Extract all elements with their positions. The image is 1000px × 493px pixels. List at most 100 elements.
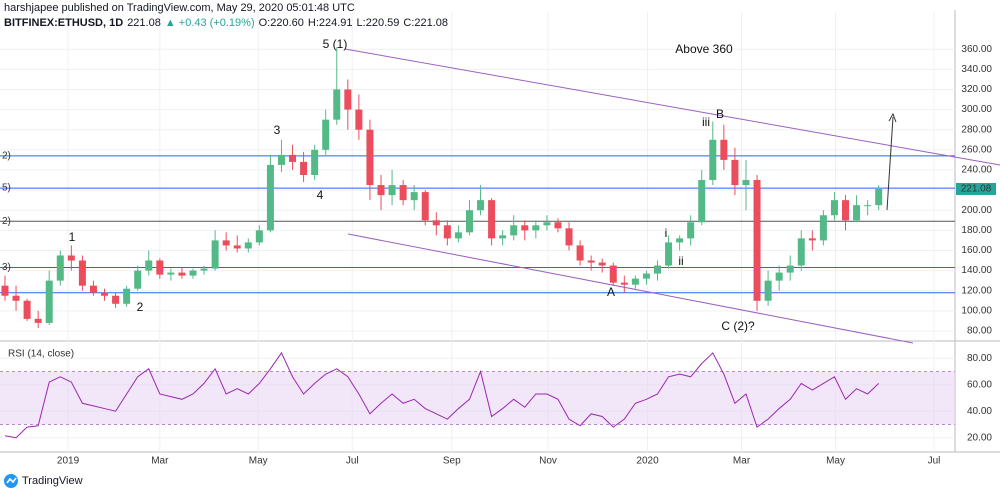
candle-body — [786, 265, 794, 273]
candle-body — [875, 188, 883, 206]
candle-body — [421, 192, 429, 221]
logo — [4, 474, 18, 488]
y-tick-label: 160.00 — [961, 245, 992, 256]
candle-body — [443, 225, 451, 239]
y-tick-label: 240.00 — [961, 165, 992, 176]
wave-label: B — [716, 107, 724, 121]
wave-label: 3 — [274, 123, 281, 137]
candle-body — [808, 238, 816, 241]
x-tick-label: 2020 — [636, 456, 659, 467]
candle-body — [300, 161, 308, 175]
candle-body — [12, 295, 20, 301]
channel-lower — [347, 233, 914, 344]
candle-body — [56, 255, 64, 281]
low: L:220.59 — [356, 17, 400, 29]
wave-label: C (2)? — [721, 319, 755, 333]
y-tick-label: 120.00 — [961, 285, 992, 296]
x-tick-label: May — [826, 456, 845, 467]
candle-body — [399, 185, 407, 201]
candle-body — [598, 262, 606, 266]
candle-body — [521, 225, 529, 231]
candle-body — [178, 272, 186, 276]
wave-label: 1 — [69, 230, 76, 244]
candle-body — [333, 89, 341, 120]
candle-body — [134, 270, 142, 289]
candle-body — [554, 222, 562, 229]
candle-body — [676, 238, 684, 243]
candle-body — [101, 292, 109, 296]
candle-body — [145, 260, 153, 271]
last: 221.08 — [127, 17, 161, 29]
candle-body — [620, 282, 628, 285]
x-tick-label: 2019 — [57, 456, 80, 467]
y-tick-label: 280.00 — [961, 124, 992, 135]
candle-body — [864, 205, 872, 207]
candle-body — [344, 89, 352, 110]
candle-body — [23, 300, 31, 319]
y-tick-label: 20.00 — [967, 432, 992, 443]
candle-body — [255, 230, 263, 243]
candle-body — [322, 119, 330, 150]
last-price-label: 221.08 — [961, 184, 992, 195]
wave-label: 5 (1) — [323, 37, 348, 51]
candle-body — [45, 280, 53, 323]
y-tick-label: 60.00 — [967, 379, 992, 390]
candle-body — [687, 222, 695, 239]
candle-body — [775, 272, 783, 281]
candle-body — [797, 238, 805, 266]
candle-body — [311, 149, 319, 175]
candle-body — [709, 139, 717, 181]
candle-body — [277, 154, 285, 165]
candle-body — [289, 154, 297, 162]
candle-body — [355, 109, 363, 130]
candle-body — [112, 295, 120, 304]
level-label: 5) — [2, 183, 11, 194]
candle-body — [432, 220, 440, 226]
x-tick-label: Sep — [443, 456, 461, 467]
y-tick-label: 40.00 — [967, 406, 992, 417]
close: C:221.08 — [403, 17, 449, 29]
level-label: 3) — [2, 262, 11, 273]
candle-body — [34, 318, 42, 323]
candle-body — [233, 245, 241, 249]
candle-body — [499, 235, 507, 239]
x-tick-label: Jul — [346, 456, 359, 467]
candle-body — [477, 200, 485, 211]
candle-body — [665, 242, 673, 266]
candle-body — [853, 205, 861, 221]
wave-label: iii — [702, 115, 710, 129]
wave-label: i — [665, 226, 668, 240]
rsi-title: RSI (14, close) — [8, 349, 74, 360]
high: H:224.91 — [307, 17, 353, 29]
y-tick-label: 100.00 — [961, 305, 992, 316]
candle-body — [510, 225, 518, 236]
x-tick-label: Jul — [928, 456, 941, 467]
candle-body — [388, 185, 396, 196]
candle-body — [576, 245, 584, 261]
candle-body — [222, 240, 230, 246]
candle-body — [211, 240, 219, 269]
y-tick-label: 260.00 — [961, 144, 992, 155]
candle-body — [377, 185, 385, 196]
candle-body — [532, 225, 540, 231]
x-tick-label: Mar — [151, 456, 169, 467]
candle-body — [244, 242, 252, 249]
candle-body — [488, 200, 496, 239]
projection-arrow — [886, 116, 894, 211]
candle-body — [266, 164, 274, 231]
y-tick-label: 80.00 — [967, 353, 992, 364]
candle-body — [764, 280, 772, 301]
x-tick-label: Nov — [539, 456, 557, 467]
candle-body — [642, 273, 650, 279]
candle-body — [631, 278, 639, 285]
y-tick-label: 340.00 — [961, 64, 992, 75]
y-tick-label: 180.00 — [961, 225, 992, 236]
wave-label: 4 — [317, 188, 324, 202]
candle-body — [1, 285, 9, 296]
candle-body — [167, 272, 175, 275]
y-tick-label: 80.00 — [967, 326, 992, 337]
x-tick-label: May — [249, 456, 268, 467]
candle-body — [200, 268, 208, 271]
wave-label: Above 360 — [675, 42, 733, 56]
